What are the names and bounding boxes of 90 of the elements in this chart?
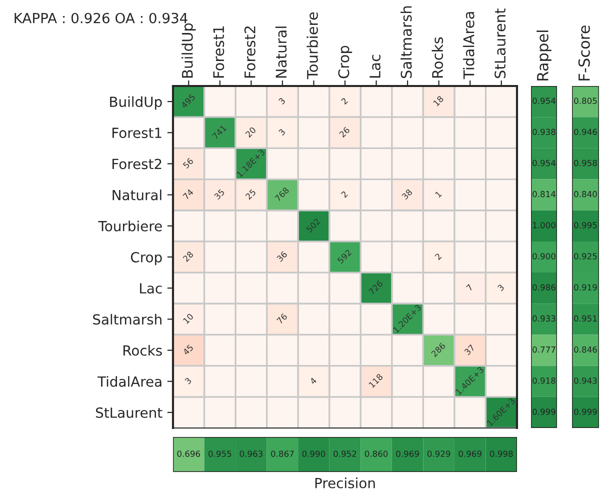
data-label: 0.995	[574, 222, 597, 228]
data-label: 0.929	[427, 450, 450, 457]
data-label: 0.969	[458, 450, 482, 457]
data-label: 26	[338, 126, 350, 138]
data-label: 3	[184, 377, 192, 384]
data-label: 741	[212, 124, 227, 140]
y-tick-label: Lac	[140, 283, 162, 294]
data-label: 37	[464, 344, 476, 356]
data-label: 2	[340, 190, 348, 198]
y-tick-label: Rocks	[124, 344, 162, 356]
x-tick-label: F-Score	[578, 26, 590, 80]
y-tick-label: Forest2	[112, 158, 162, 170]
x-tick-label: Crop	[338, 46, 352, 78]
data-label: 74	[182, 188, 194, 200]
y-tick-label: Saltmarsh	[93, 314, 162, 325]
data-label: 0.963	[240, 450, 262, 457]
chart-title: KAPPA : 0.926 OA : 0.934	[14, 12, 188, 24]
data-label: 0.840	[574, 190, 597, 198]
data-label: 0.952	[334, 450, 356, 457]
x-tick-label: Forest2	[244, 26, 256, 78]
data-label: 0.951	[574, 315, 597, 322]
data-label: 502	[306, 218, 320, 233]
data-label: 20	[245, 126, 256, 138]
data-label: 2	[434, 252, 442, 260]
data-label: 0.999	[574, 408, 597, 415]
x-tick-label: Tourbiere	[306, 12, 318, 80]
data-label: 3	[278, 128, 286, 136]
data-label: 0.860	[364, 450, 388, 457]
data-label: 118	[368, 373, 384, 388]
data-label: 18	[432, 95, 444, 106]
y-tick-label: Forest1	[112, 128, 162, 138]
data-label: 1	[434, 190, 442, 198]
x-tick-label: Lac	[370, 54, 381, 78]
data-label: 0.946	[574, 128, 597, 136]
y-tick-label: TidalArea	[97, 376, 162, 387]
data-label: 0.696	[177, 450, 200, 457]
data-label: 0.954	[532, 98, 556, 104]
data-label: 0.954	[532, 160, 556, 166]
y-tick-label: StLaurent	[96, 407, 162, 418]
data-label: 4	[309, 377, 317, 385]
x-axis-title: Precision	[315, 478, 375, 488]
x-tick-label: BuildUp	[182, 23, 196, 78]
data-label: 592	[337, 249, 352, 264]
data-label: 28	[182, 250, 194, 262]
y-tick-label: Tourbiere	[98, 220, 162, 232]
data-label: 10	[182, 313, 194, 324]
data-label: 0.805	[574, 98, 597, 104]
data-label: 0.777	[532, 346, 556, 353]
data-label: 0.814	[532, 190, 556, 198]
x-tick-label: StLaurent	[494, 8, 506, 78]
data-label: 0.846	[574, 346, 597, 353]
data-label: 25	[245, 188, 256, 200]
data-label: 0.900	[532, 253, 556, 260]
data-label: 0.925	[574, 253, 597, 260]
x-tick-label: Rocks	[432, 37, 444, 78]
data-label: 0.999	[532, 408, 556, 415]
x-tick-label: TidalArea	[463, 12, 474, 80]
data-label: 0.918	[532, 377, 556, 384]
data-label: 56	[182, 158, 194, 169]
data-label: 726	[368, 280, 384, 295]
data-label: 3	[278, 97, 286, 105]
data-label: 76	[276, 313, 288, 324]
data-label: 7	[466, 284, 474, 292]
data-label: 38	[402, 188, 413, 200]
x-tick-label: Forest1	[213, 26, 224, 78]
data-label: 0.919	[574, 284, 597, 291]
data-label: 0.938	[532, 128, 556, 136]
data-label: 0.955	[208, 450, 232, 457]
y-tick-label: Crop	[130, 252, 162, 266]
data-label: 0.943	[574, 377, 597, 384]
data-label: 0.933	[532, 315, 556, 322]
x-tick-label: Natural	[275, 26, 287, 78]
data-label: 0.958	[574, 160, 597, 166]
data-label: 0.998	[490, 450, 513, 457]
x-tick-label: Rappel	[536, 30, 552, 80]
data-label: 495	[180, 94, 196, 109]
y-tick-label: Natural	[112, 190, 162, 200]
data-label: 0.867	[271, 450, 294, 457]
data-label: 0.986	[532, 284, 556, 291]
data-label: 0.969	[396, 450, 419, 457]
data-label: 0.990	[302, 450, 326, 457]
data-label: 36	[276, 250, 288, 262]
data-label: 45	[182, 344, 194, 356]
data-label: 3	[497, 284, 504, 292]
data-label: 2	[340, 98, 348, 105]
data-label: 1.000	[532, 222, 556, 228]
data-label: 768	[274, 186, 290, 202]
data-label: 35	[214, 188, 225, 200]
y-tick-label: BuildUp	[110, 96, 162, 110]
x-tick-label: Saltmarsh	[400, 6, 412, 78]
